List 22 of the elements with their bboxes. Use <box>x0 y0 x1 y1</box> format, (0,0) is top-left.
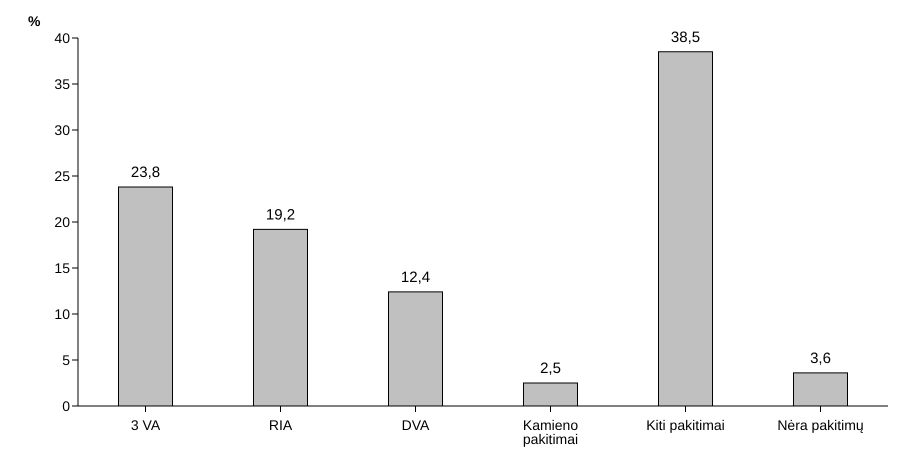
y-tick-label: 20 <box>54 214 70 230</box>
y-tick-label: 40 <box>54 30 70 46</box>
y-tick-label: 0 <box>62 398 70 414</box>
data-label: 38,5 <box>670 28 700 46</box>
x-tick-label: Kamieno pakitimai <box>522 416 578 447</box>
x-tick-label: DVA <box>402 416 430 433</box>
y-tick-label: 15 <box>54 260 70 276</box>
x-tick-label: RIA <box>268 416 293 433</box>
y-tick-label: 10 <box>54 306 70 322</box>
y-tick-label: 25 <box>54 168 70 184</box>
x-tick-label: Nėra pakitimų <box>777 416 864 433</box>
x-tick-label: 3 VA <box>130 416 161 433</box>
x-tick-label: Kiti pakitimai <box>646 416 725 433</box>
y-tick-label: 5 <box>62 352 70 368</box>
data-label: 12,4 <box>400 268 430 286</box>
y-tick-label: 30 <box>54 122 70 138</box>
data-label: 3,6 <box>810 350 831 367</box>
data-label: 2,5 <box>540 360 561 377</box>
y-tick-label: 35 <box>54 76 70 92</box>
data-label: 23,8 <box>130 164 160 182</box>
data-label: 19,2 <box>266 206 296 224</box>
y-axis-title: % <box>28 12 41 29</box>
